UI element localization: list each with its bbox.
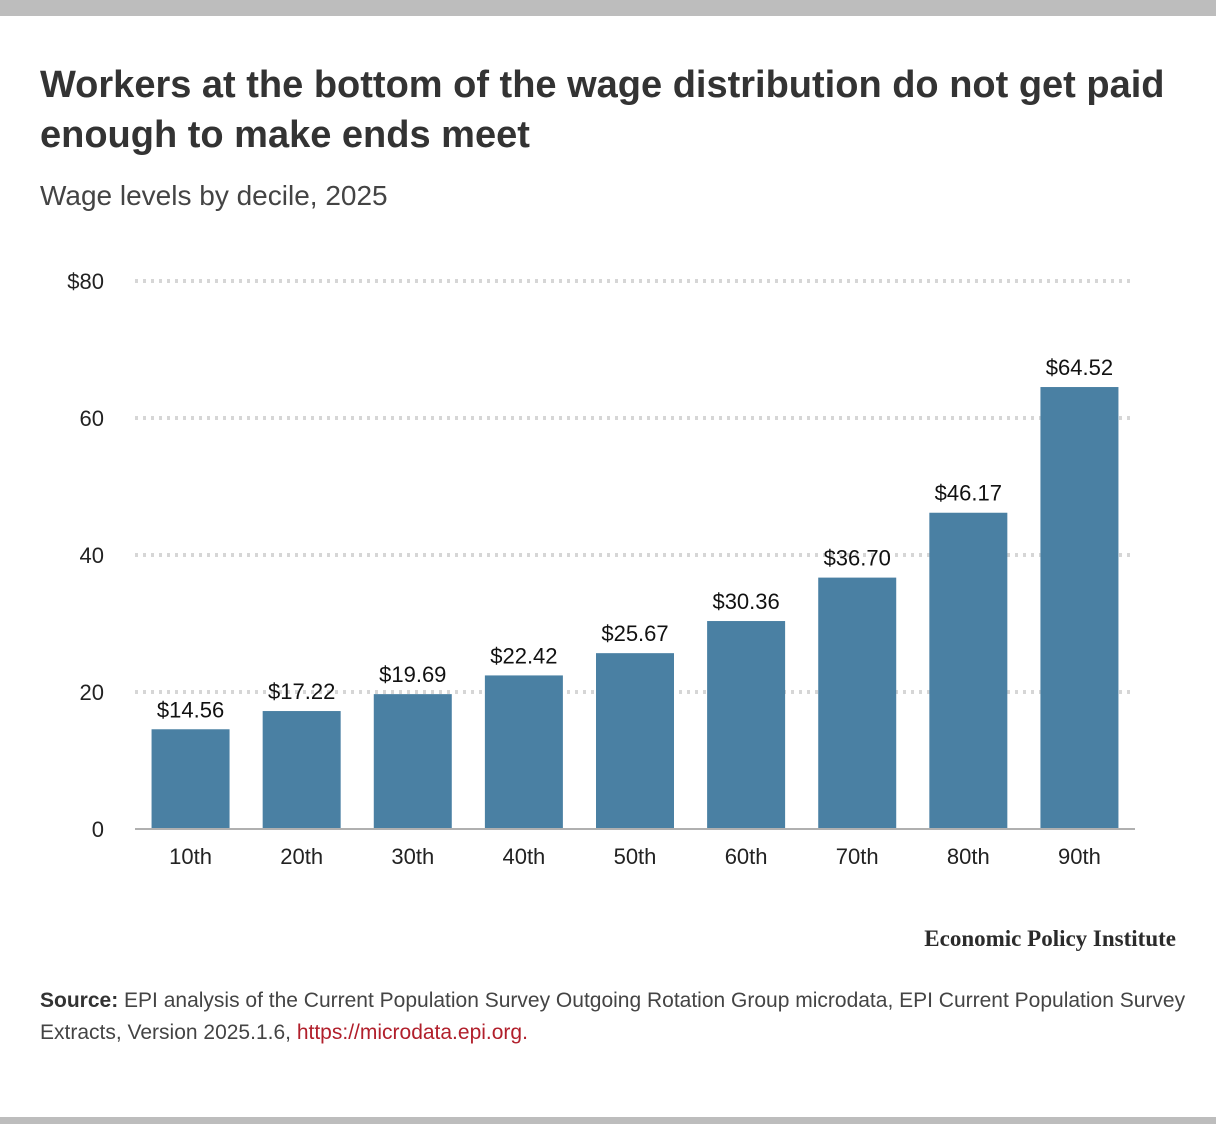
data-label: $14.56 [157, 697, 224, 722]
y-tick-label: 40 [80, 543, 104, 568]
data-label: $19.69 [379, 662, 446, 687]
data-label: $36.70 [824, 546, 891, 571]
bar [929, 512, 1008, 829]
source-link[interactable]: https://microdata.epi.org. [296, 1021, 528, 1044]
data-label: $22.42 [490, 643, 557, 668]
brand-logo: Economic Policy Institute [924, 926, 1176, 951]
bar [707, 621, 786, 829]
chart-title: Workers at the bottom of the wage distri… [40, 64, 1165, 156]
y-tick-label: $80 [67, 269, 104, 294]
x-tick-label: 40th [502, 844, 545, 869]
bar [373, 694, 452, 829]
x-tick-label: 80th [947, 844, 990, 869]
x-tick-label: 60th [725, 844, 768, 869]
data-labels: $14.56 $17.22 $19.69 $22.42 $25.67 $30.36 $36.… [157, 355, 1113, 722]
y-tick-label: 0 [92, 817, 104, 842]
bar-chart: 0 20 40 60 $80 $14.56 $17.22 $19.69 $22.42 $25.6… [67, 269, 1135, 869]
y-tick-label: 20 [80, 680, 104, 705]
source-note: Source: EPI analysis of the Current Popu… [40, 985, 1190, 1049]
y-axis-ticks: 0 20 40 60 $80 [67, 269, 104, 842]
bar [596, 653, 674, 829]
data-label: $64.52 [1046, 355, 1113, 380]
bar [262, 711, 341, 829]
x-tick-label: 90th [1058, 844, 1101, 869]
data-label: $30.36 [712, 589, 779, 614]
x-tick-label: 30th [391, 844, 434, 869]
bar [1040, 387, 1119, 829]
data-label: $25.67 [601, 621, 668, 646]
bar [484, 675, 563, 829]
x-axis-ticks: 10th 20th 30th 40th 50th 60th 70th 80th 90th [169, 844, 1101, 869]
bars [151, 387, 1119, 829]
y-tick-label: 60 [80, 406, 104, 431]
bar [818, 577, 897, 829]
data-label: $17.22 [268, 679, 335, 704]
x-tick-label: 20th [280, 844, 323, 869]
source-text: EPI analysis of the Current Population S… [40, 989, 1186, 1044]
top-rule [0, 0, 1216, 16]
x-tick-label: 50th [614, 844, 657, 869]
chart-subtitle: Wage levels by decile, 2025 [40, 180, 388, 211]
data-label: $46.17 [935, 481, 1002, 506]
x-tick-label: 10th [169, 844, 212, 869]
bar [151, 729, 230, 829]
x-tick-label: 70th [836, 844, 879, 869]
bottom-rule [0, 1117, 1216, 1124]
source-label: Source: [40, 989, 119, 1012]
